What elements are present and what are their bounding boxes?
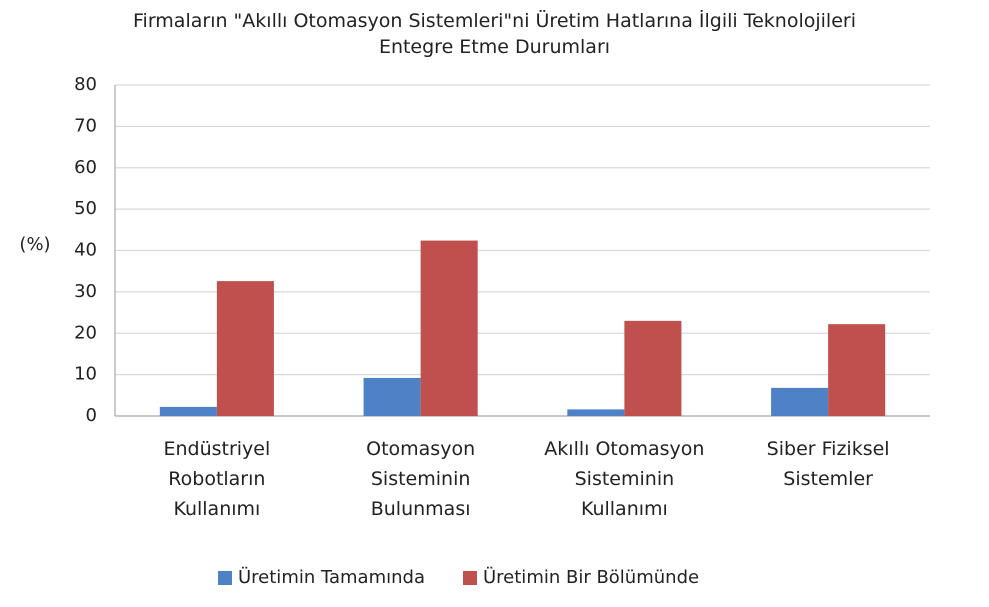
x-tick-label: Otomasyon Sisteminin Bulunması: [366, 438, 476, 520]
y-tick-label: 80: [74, 74, 97, 95]
legend-label: Üretimin Tamamında: [238, 566, 425, 588]
bar: [216, 281, 274, 416]
bar: [159, 406, 217, 416]
bar: [363, 377, 421, 416]
y-tick-label: 20: [74, 322, 97, 343]
y-tick-label: 70: [74, 115, 97, 136]
y-tick-label: 10: [74, 364, 97, 385]
x-tick-label: Akıllı Otomasyon Sisteminin Kullanımı: [544, 438, 705, 520]
y-tick-label: 30: [74, 281, 97, 302]
bar: [420, 240, 478, 416]
y-axis-label: (%): [19, 234, 50, 255]
legend-label: Üretimin Bir Bölümünde: [483, 566, 699, 588]
y-tick-label: 40: [74, 240, 97, 261]
x-tick-label: Endüstriyel Robotların Kullanımı: [163, 438, 271, 520]
x-tick-label: Siber Fiziksel Sistemler: [766, 438, 890, 490]
chart-title: Firmaların "Akıllı Otomasyon Sistemleri"…: [133, 10, 856, 58]
bar: [828, 324, 886, 416]
bar: [624, 320, 682, 416]
y-tick-label: 60: [74, 157, 97, 178]
bar: [771, 387, 829, 416]
y-tick-label: 0: [86, 405, 97, 426]
legend-swatch: [463, 571, 477, 585]
bar: [567, 409, 625, 416]
legend-swatch: [218, 571, 232, 585]
y-tick-label: 50: [74, 198, 97, 219]
